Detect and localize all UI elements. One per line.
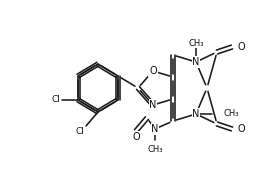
Text: CH₃: CH₃: [188, 39, 204, 47]
Text: N: N: [149, 100, 157, 110]
Text: O: O: [132, 132, 140, 142]
Text: CH₃: CH₃: [147, 144, 163, 153]
Text: N: N: [192, 57, 200, 67]
Text: Cl: Cl: [76, 127, 84, 136]
Text: O: O: [238, 42, 246, 52]
Text: CH₃: CH₃: [223, 110, 239, 118]
Text: O: O: [238, 124, 246, 134]
Text: Cl: Cl: [52, 95, 60, 104]
Text: N: N: [151, 124, 159, 134]
Text: O: O: [149, 66, 157, 76]
Text: N: N: [192, 109, 200, 119]
